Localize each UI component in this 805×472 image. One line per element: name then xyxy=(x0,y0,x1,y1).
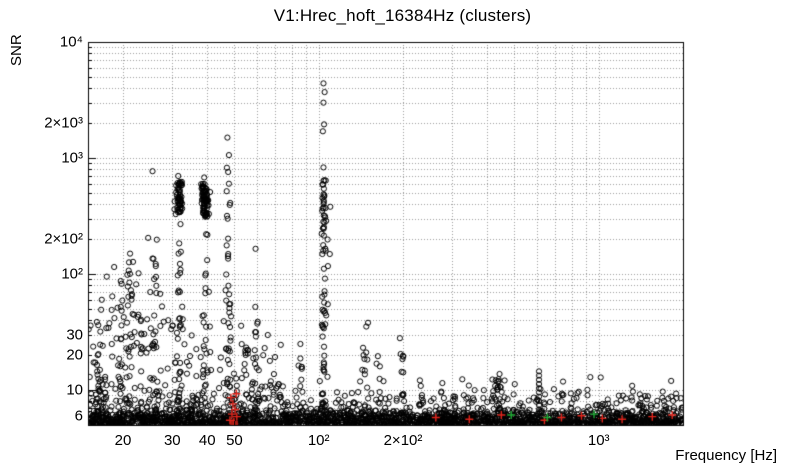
y-tick-label: 10² xyxy=(61,265,83,283)
x-tick-label: 20 xyxy=(114,432,132,449)
x-axis-title: Frequency [Hz] xyxy=(675,447,777,464)
y-tick-label: 10³ xyxy=(61,149,83,167)
chart-title: V1:Hrec_hoft_16384Hz (clusters) xyxy=(273,6,532,25)
y-tick-label: 2×10² xyxy=(44,230,83,248)
y-tick-label: 20 xyxy=(66,346,83,364)
x-tick-label: 10² xyxy=(307,432,330,449)
x-tick-label: 10³ xyxy=(587,432,610,449)
x-tick-label: 30 xyxy=(163,432,181,449)
x-tick-label: 40 xyxy=(198,432,216,449)
x-tick-label: 2×10² xyxy=(383,432,423,449)
x-tick-label: 50 xyxy=(226,432,243,449)
y-axis-title: SNR xyxy=(8,34,25,66)
y-tick-label: 6 xyxy=(74,407,83,425)
y-tick-label: 30 xyxy=(66,326,83,344)
y-tick-label: 10⁴ xyxy=(59,33,83,51)
y-tick-label: 2×10³ xyxy=(44,114,83,132)
y-tick-label: 10 xyxy=(66,381,83,399)
